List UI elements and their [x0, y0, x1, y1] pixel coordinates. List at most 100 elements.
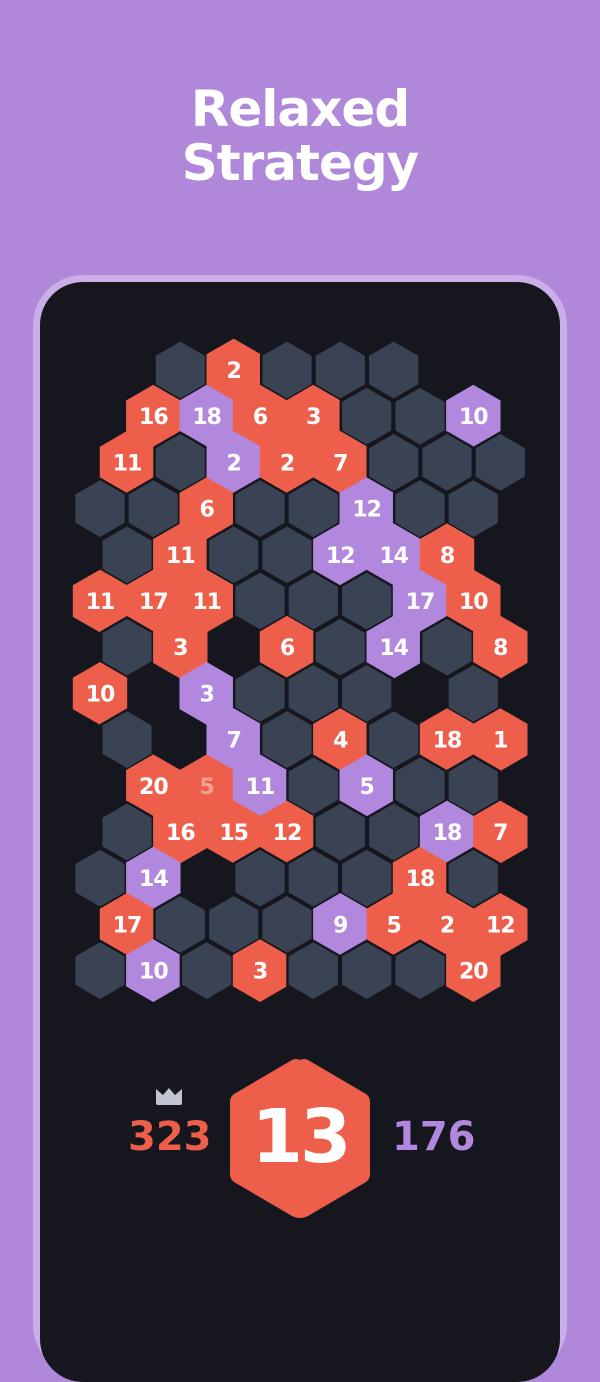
- hex-cell-red[interactable]: [446, 569, 501, 633]
- hex-cell-purple[interactable]: [392, 569, 448, 633]
- hex-cell-empty[interactable]: [153, 431, 208, 494]
- hex-cell-red[interactable]: [259, 800, 315, 864]
- hex-cell-red[interactable]: [392, 846, 448, 910]
- hex-cell-purple[interactable]: [206, 431, 261, 494]
- hex-cell-red[interactable]: [153, 615, 208, 679]
- hex-cell-empty[interactable]: [313, 800, 368, 864]
- hex-cell-red[interactable]: [126, 754, 181, 818]
- hex-cell-empty[interactable]: [72, 846, 128, 910]
- hex-cell-red[interactable]: [473, 800, 528, 864]
- hex-cell-empty[interactable]: [286, 477, 341, 540]
- hex-cell-purple[interactable]: [419, 800, 475, 864]
- hex-cell-purple[interactable]: [126, 939, 181, 1002]
- hex-cell-empty[interactable]: [99, 523, 155, 587]
- hex-cell-empty[interactable]: [339, 569, 394, 633]
- hex-cell-red[interactable]: [313, 708, 368, 771]
- hex-cell-empty[interactable]: [259, 893, 315, 956]
- hex-cell-empty[interactable]: [313, 338, 368, 402]
- hex-cell-empty[interactable]: [339, 939, 394, 1002]
- hex-cell-empty[interactable]: [99, 615, 155, 679]
- hex-cell-empty[interactable]: [419, 431, 475, 494]
- hex-cell-empty[interactable]: [392, 939, 448, 1002]
- hex-cell-empty[interactable]: [446, 754, 501, 818]
- hex-cell-empty[interactable]: [99, 800, 155, 864]
- hex-cell-empty[interactable]: [99, 708, 155, 771]
- hex-cell-red[interactable]: [473, 615, 528, 679]
- hex-cell-empty[interactable]: [286, 939, 341, 1002]
- hex-cell-purple[interactable]: [313, 523, 368, 587]
- hex-cell-empty[interactable]: [153, 338, 208, 402]
- hex-cell-empty[interactable]: [286, 846, 341, 910]
- hex-cell-empty[interactable]: [366, 800, 421, 864]
- hex-cell-empty[interactable]: [259, 338, 315, 402]
- hex-cell-empty[interactable]: [339, 846, 394, 910]
- hex-cell-empty[interactable]: [392, 384, 448, 448]
- hex-cell-red[interactable]: [99, 431, 155, 494]
- hex-cell-empty[interactable]: [446, 477, 501, 540]
- hex-cell-red[interactable]: [419, 893, 475, 956]
- hex-cell-red[interactable]: [232, 384, 288, 448]
- hex-cell-empty[interactable]: [232, 846, 288, 910]
- hex-cell-empty[interactable]: [232, 569, 288, 633]
- hex-cell-red[interactable]: [313, 431, 368, 494]
- hex-cell-purple[interactable]: [339, 477, 394, 540]
- hex-cell-empty[interactable]: [392, 477, 448, 540]
- hex-cell-empty[interactable]: [206, 893, 261, 956]
- hex-cell-red[interactable]: [99, 893, 155, 956]
- hex-cell-empty[interactable]: [473, 431, 528, 494]
- hex-cell-red[interactable]: [419, 708, 475, 771]
- hex-cell-red[interactable]: [206, 800, 261, 864]
- hex-cell-purple[interactable]: [232, 754, 288, 818]
- hex-cell-purple[interactable]: [126, 846, 181, 910]
- hex-cell-red[interactable]: [206, 338, 261, 402]
- hex-cell-empty[interactable]: [179, 939, 234, 1002]
- hex-cell-red[interactable]: [153, 800, 208, 864]
- hex-cell-red[interactable]: [179, 569, 234, 633]
- hex-cell-empty[interactable]: [419, 615, 475, 679]
- hex-cell-purple[interactable]: [366, 523, 421, 587]
- hex-cell-empty[interactable]: [72, 477, 128, 540]
- hex-cell-empty[interactable]: [126, 477, 181, 540]
- hex-cell-purple[interactable]: [179, 384, 234, 448]
- hex-cell-empty[interactable]: [259, 523, 315, 587]
- hex-cell-red[interactable]: [126, 384, 181, 448]
- hex-cell-empty[interactable]: [286, 754, 341, 818]
- hex-cell-red[interactable]: [366, 893, 421, 956]
- hex-cell-red[interactable]: [286, 384, 341, 448]
- hex-cell-empty[interactable]: [286, 662, 341, 725]
- hex-cell-empty[interactable]: [286, 569, 341, 633]
- hex-cell-red[interactable]: [259, 615, 315, 679]
- hex-cell-purple[interactable]: [339, 754, 394, 818]
- hex-cell-red[interactable]: [179, 754, 234, 818]
- hex-cell-empty[interactable]: [259, 708, 315, 771]
- hex-cell-empty[interactable]: [232, 662, 288, 725]
- hex-cell-purple[interactable]: [366, 615, 421, 679]
- hex-cell-empty[interactable]: [339, 662, 394, 725]
- hex-cell-empty[interactable]: [366, 708, 421, 771]
- hex-cell-empty[interactable]: [446, 846, 501, 910]
- hex-cell-empty[interactable]: [366, 431, 421, 494]
- hex-cell-red[interactable]: [179, 477, 234, 540]
- hex-cell-red[interactable]: [473, 708, 528, 771]
- hex-cell-empty[interactable]: [153, 893, 208, 956]
- hex-cell-empty[interactable]: [392, 754, 448, 818]
- hex-cell-empty[interactable]: [446, 662, 501, 725]
- hex-cell-empty[interactable]: [313, 615, 368, 679]
- hex-cell-red[interactable]: [232, 939, 288, 1002]
- hex-cell-purple[interactable]: [179, 662, 234, 725]
- hex-cell-empty[interactable]: [72, 939, 128, 1002]
- hex-cell-red[interactable]: [126, 569, 181, 633]
- hex-cell-purple[interactable]: [313, 893, 368, 956]
- hex-cell-red[interactable]: [446, 939, 501, 1002]
- hex-cell-empty[interactable]: [206, 523, 261, 587]
- hex-cell-purple[interactable]: [446, 384, 501, 448]
- hex-cell-empty[interactable]: [339, 384, 394, 448]
- hex-cell-red[interactable]: [259, 431, 315, 494]
- hex-cell-empty[interactable]: [366, 338, 421, 402]
- hex-cell-purple[interactable]: [206, 708, 261, 771]
- current-tile-hex[interactable]: [220, 1056, 380, 1220]
- hex-cell-red[interactable]: [72, 662, 128, 725]
- hex-cell-red[interactable]: [473, 893, 528, 956]
- hex-cell-red[interactable]: [72, 569, 128, 633]
